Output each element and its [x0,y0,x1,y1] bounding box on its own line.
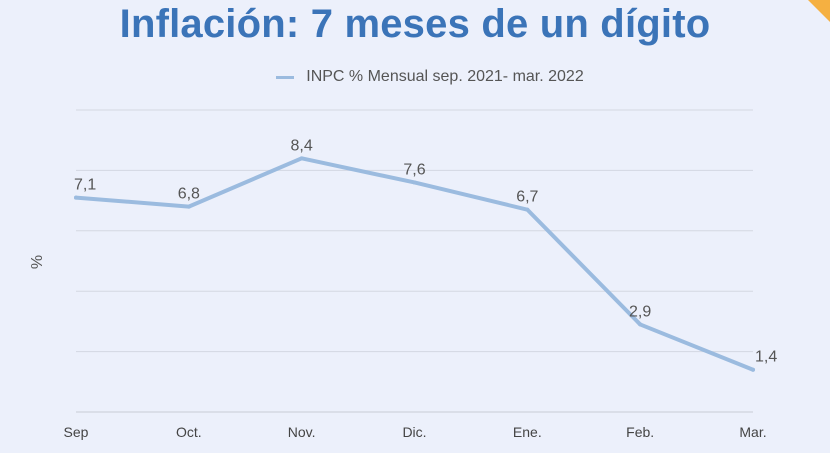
data-point [751,367,755,372]
x-tick-label: Nov. [288,424,316,440]
gridlines [76,109,753,413]
data-point [74,195,78,200]
chart-title: Inflación: 7 meses de un dígito [119,2,711,46]
data-point [299,156,304,161]
x-tick-label: Mar. [739,424,766,440]
data-labels: 7,1 6,8 8,4 7,6 6,7 2,9 1,4 [74,137,777,365]
data-point [525,207,530,212]
data-label: 7,6 [403,161,425,178]
legend: INPC % Mensual sep. 2021- mar. 2022 [0,68,830,86]
data-point [412,180,417,185]
data-point [186,204,191,209]
series-group [74,156,755,372]
x-tick-label: Ene. [513,424,542,440]
x-tick-label: Feb. [626,424,654,440]
y-axis-label: % [29,255,46,269]
data-label: 6,7 [516,189,538,206]
corner-decoration [808,0,830,22]
data-label: 1,4 [755,349,777,366]
x-tick-label: Dic. [402,424,426,440]
data-label: 2,9 [629,303,651,320]
data-label: 6,8 [178,186,200,203]
legend-swatch [276,75,295,79]
data-label: 8,4 [291,137,313,154]
data-point [638,322,643,327]
x-tick-label: Sep [64,424,89,440]
legend-label: INPC % Mensual sep. 2021- mar. 2022 [306,68,584,85]
data-label: 7,1 [74,177,96,194]
x-tick-labels: Sep Oct. Nov. Dic. Ene. Feb. Mar. [64,424,767,440]
x-tick-label: Oct. [176,424,202,440]
